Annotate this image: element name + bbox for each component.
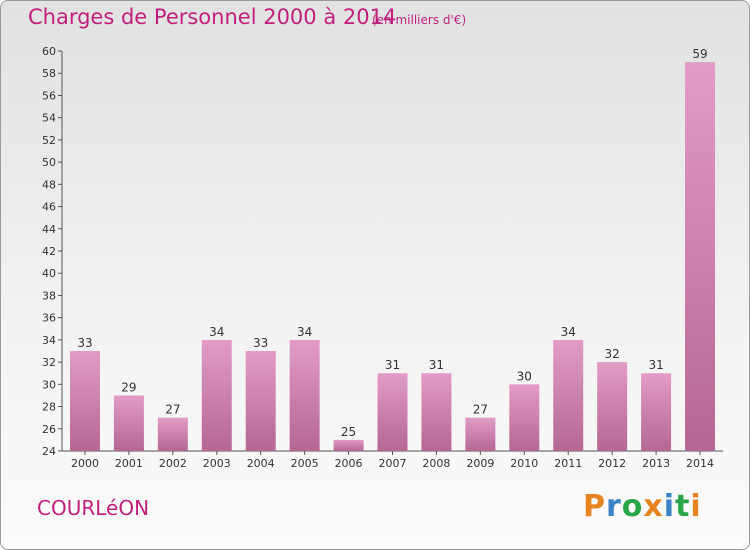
- chart-labels: 2000 33 2001 29 2002 27 2003 34 2004 33 2005 34 2006…: [71, 47, 714, 470]
- chart-axes: 24 26 28 30 32 34 36 38 40 42 44 46 48 50 52 54 56 58 60: [42, 45, 723, 458]
- logo-letter: o: [621, 489, 644, 524]
- x-tick-label: 2010: [510, 457, 538, 470]
- y-tick-label: 54: [42, 112, 56, 125]
- x-tick-label: 2009: [466, 457, 494, 470]
- y-tick-label: 40: [42, 267, 56, 280]
- data-label-2002: 27: [165, 403, 180, 417]
- x-tick-label: 2014: [686, 457, 714, 470]
- x-tick-label: 2001: [115, 457, 143, 470]
- bar-2005: [289, 339, 320, 451]
- data-label-2006: 25: [341, 425, 356, 439]
- bar-2010: [509, 384, 540, 451]
- x-tick-label: 2007: [379, 457, 407, 470]
- data-label-2001: 29: [121, 380, 136, 394]
- data-label-2000: 33: [77, 336, 92, 350]
- y-tick-label: 32: [42, 356, 56, 369]
- data-label-2011: 34: [561, 325, 576, 339]
- bar-2008: [421, 373, 452, 451]
- x-tick-label: 2008: [422, 457, 450, 470]
- x-tick-label: 2000: [71, 457, 99, 470]
- logo-letter: t: [675, 489, 691, 524]
- logo-letter: r: [606, 489, 622, 524]
- y-tick-label: 56: [42, 89, 56, 102]
- x-tick-label: 2002: [159, 457, 187, 470]
- y-tick-label: 52: [42, 134, 56, 147]
- logo-letter: i: [690, 489, 702, 524]
- y-tick-label: 46: [42, 201, 56, 214]
- y-tick-label: 30: [42, 378, 56, 391]
- y-tick-label: 44: [42, 223, 56, 236]
- bar-2001: [113, 395, 144, 451]
- x-tick-label: 2005: [291, 457, 319, 470]
- data-label-2005: 34: [297, 325, 312, 339]
- y-tick-label: 38: [42, 289, 56, 302]
- bar-2004: [245, 351, 276, 451]
- bar-2002: [157, 417, 188, 451]
- bar-2013: [641, 373, 672, 451]
- bar-2006: [333, 439, 364, 451]
- bar-2014: [685, 62, 716, 451]
- bar-2007: [377, 373, 408, 451]
- y-tick-label: 26: [42, 423, 56, 436]
- logo-letter: P: [583, 489, 606, 524]
- data-label-2012: 32: [605, 347, 620, 361]
- y-tick-label: 28: [42, 401, 56, 414]
- bar-2012: [597, 362, 628, 451]
- data-label-2013: 31: [648, 358, 663, 372]
- bar-2009: [465, 417, 496, 451]
- y-tick-label: 42: [42, 245, 56, 258]
- city-name: COURLéON: [37, 496, 150, 520]
- logo-letter: i: [663, 489, 676, 524]
- chart-subtitle: (en milliers d'€): [372, 13, 467, 27]
- bar-2011: [553, 339, 584, 451]
- proxiti-logo[interactable]: Proxiti: [583, 489, 702, 524]
- y-tick-label: 58: [42, 67, 56, 80]
- x-tick-label: 2004: [247, 457, 275, 470]
- data-label-2009: 27: [473, 403, 488, 417]
- data-label-2014: 59: [692, 47, 707, 61]
- x-tick-label: 2003: [203, 457, 231, 470]
- data-label-2003: 34: [209, 325, 224, 339]
- logo-letter: x: [643, 489, 664, 524]
- y-tick-label: 50: [42, 156, 56, 169]
- x-tick-label: 2011: [554, 457, 582, 470]
- bar-2003: [201, 339, 232, 451]
- x-tick-label: 2012: [598, 457, 626, 470]
- y-tick-label: 34: [42, 334, 56, 347]
- y-tick-label: 36: [42, 312, 56, 325]
- x-tick-label: 2006: [335, 457, 363, 470]
- chart-bars: [69, 62, 716, 451]
- x-tick-label: 2013: [642, 457, 670, 470]
- y-tick-label: 24: [42, 445, 56, 458]
- data-label-2010: 30: [517, 369, 532, 383]
- data-label-2008: 31: [429, 358, 444, 372]
- y-tick-label: 60: [42, 45, 56, 58]
- chart-title: Charges de Personnel 2000 à 2014: [28, 5, 397, 29]
- data-label-2007: 31: [385, 358, 400, 372]
- data-label-2004: 33: [253, 336, 268, 350]
- y-tick-label: 48: [42, 178, 56, 191]
- bar-2000: [69, 351, 100, 451]
